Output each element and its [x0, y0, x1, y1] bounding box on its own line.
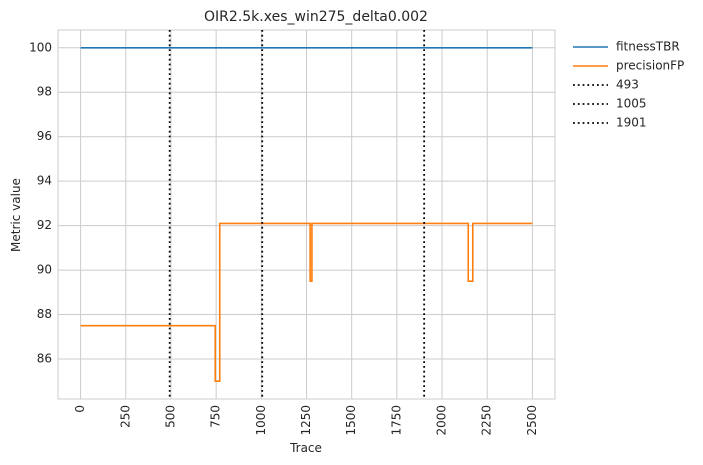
legend: fitnessTBR precisionFP 493 1005 1901 — [573, 40, 684, 130]
vertical-lines-layer — [168, 30, 426, 399]
x-tick-label: 1750 — [389, 405, 403, 436]
x-tick-label: 1500 — [344, 405, 358, 436]
legend-label: precisionFP — [616, 59, 684, 73]
x-tick-label: 2000 — [435, 405, 449, 436]
x-tick-label: 0 — [73, 405, 87, 413]
y-tick-label: 98 — [37, 85, 52, 99]
y-axis-label: Metric value — [9, 178, 23, 252]
y-axis: 86 88 90 92 94 96 98 100 — [29, 40, 52, 365]
y-tick-label: 88 — [37, 307, 52, 321]
x-tick-label: 750 — [209, 405, 223, 428]
x-tick-label: 1000 — [254, 405, 268, 436]
legend-label: 493 — [616, 78, 639, 92]
series-line-precisionFP — [80, 222, 533, 383]
series-layer — [80, 46, 533, 383]
legend-label: 1005 — [616, 97, 647, 111]
legend-label: 1901 — [616, 116, 647, 130]
x-tick-label: 1250 — [299, 405, 313, 436]
y-tick-label: 96 — [37, 129, 52, 143]
x-axis-label: Trace — [289, 441, 322, 455]
x-tick-label: 2250 — [480, 405, 494, 436]
y-tick-label: 90 — [37, 263, 52, 277]
chart-title: OIR2.5k.xes_win275_delta0.002 — [204, 9, 428, 25]
x-tick-label: 2500 — [525, 405, 539, 436]
x-tick-label: 250 — [118, 405, 132, 428]
legend-label: fitnessTBR — [616, 40, 680, 54]
x-tick-label: 500 — [163, 405, 177, 428]
y-tick-label: 100 — [29, 40, 52, 54]
y-tick-label: 94 — [37, 174, 52, 188]
y-tick-label: 92 — [37, 218, 52, 232]
x-axis: 0 250 500 750 1000 1250 1500 1750 2000 2250 2500 — [73, 405, 539, 436]
y-tick-label: 86 — [37, 351, 52, 365]
